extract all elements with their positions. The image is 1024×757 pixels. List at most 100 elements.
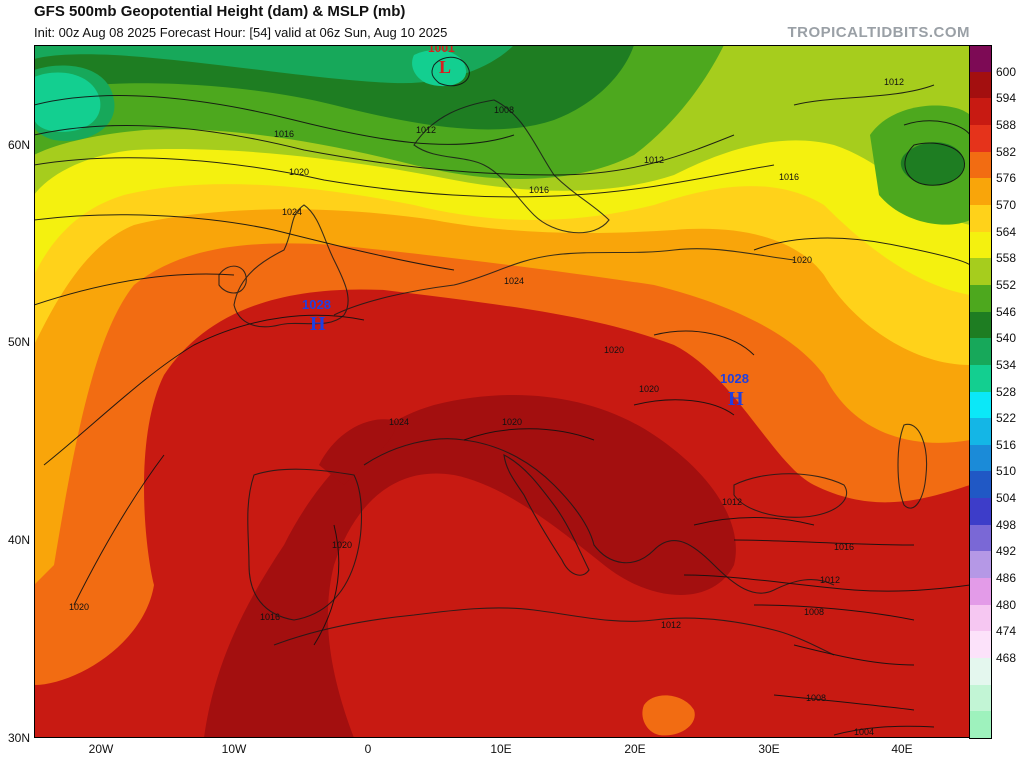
colorbar-label: 528 bbox=[996, 384, 1017, 399]
colorbar-swatch bbox=[969, 231, 991, 259]
low-pressure-symbol: L bbox=[439, 57, 451, 77]
colorbar-swatch bbox=[969, 711, 991, 739]
isobar-label: 1020 bbox=[69, 602, 89, 612]
colorbar-swatch bbox=[969, 631, 991, 659]
colorbar-swatch bbox=[969, 338, 991, 366]
colorbar-label: 564 bbox=[996, 224, 1017, 239]
colorbar-swatch bbox=[969, 578, 991, 606]
colorbar-label: 588 bbox=[996, 117, 1017, 132]
isobar-label: 1024 bbox=[282, 207, 302, 217]
colorbar-swatch bbox=[969, 524, 991, 552]
colorbar-swatch bbox=[969, 124, 991, 153]
colorbar-label: 540 bbox=[996, 331, 1017, 346]
colorbar-swatch bbox=[969, 418, 991, 446]
weather-map: 1008 1012 1016 1020 1024 1020 1016 1012 … bbox=[34, 45, 970, 738]
site-watermark: TROPICALTIDBITS.COM bbox=[787, 24, 970, 41]
colorbar-swatch bbox=[969, 498, 991, 526]
lon-label-0: 0 bbox=[364, 742, 372, 756]
isobar-label: 1024 bbox=[504, 276, 524, 286]
lon-label-20w: 20W bbox=[88, 742, 114, 756]
lat-label-60n: 60N bbox=[7, 138, 30, 152]
isobar-label: 1012 bbox=[722, 497, 742, 507]
high-center-east: 1028 H bbox=[720, 371, 749, 410]
colorbar-label: 534 bbox=[996, 357, 1017, 372]
colorbar-swatch bbox=[969, 604, 991, 632]
lat-label-40n: 40N bbox=[7, 533, 30, 547]
isobar-label: 1020 bbox=[604, 345, 624, 355]
isobar-label: 1012 bbox=[820, 575, 840, 585]
height-band-546 bbox=[34, 45, 634, 130]
low-center: 1001 L bbox=[428, 45, 455, 77]
lon-label-10e: 10E bbox=[490, 742, 512, 756]
height-band-534 bbox=[34, 72, 101, 132]
high-pressure-value: 1028 bbox=[302, 297, 331, 312]
lon-label-10w: 10W bbox=[221, 742, 247, 756]
colorbar-frame bbox=[969, 45, 992, 739]
colorbar-label: 582 bbox=[996, 144, 1017, 159]
height-band-540 bbox=[34, 45, 514, 84]
colorbar-label: 600 bbox=[996, 64, 1017, 79]
isobar-label: 1020 bbox=[639, 384, 659, 394]
lon-label-30e: 30E bbox=[758, 742, 780, 756]
colorbar-swatch bbox=[969, 71, 991, 99]
isobar-label: 1016 bbox=[834, 542, 854, 552]
coastlines bbox=[218, 99, 928, 656]
colorbar-label: 546 bbox=[996, 304, 1017, 319]
isobar-label: 1008 bbox=[804, 607, 824, 617]
colorbar-swatch bbox=[969, 311, 991, 339]
isobar-label: 1016 bbox=[274, 129, 294, 139]
colorbar-swatch bbox=[969, 684, 991, 712]
colorbar-swatch bbox=[969, 258, 991, 286]
colorbar-swatch bbox=[969, 178, 991, 206]
height-band-594 bbox=[204, 395, 736, 738]
colorbar-label: 480 bbox=[996, 597, 1017, 612]
colorbar-swatch bbox=[969, 471, 991, 499]
isobar-label: 1020 bbox=[332, 540, 352, 550]
isobar-label: 1020 bbox=[289, 167, 309, 177]
isobar-labels: 1008 1012 1016 1020 1024 1020 1016 1012 … bbox=[69, 77, 904, 737]
colorbar-label: 516 bbox=[996, 437, 1017, 452]
colorbar-label: 594 bbox=[996, 91, 1017, 106]
colorbar-swatch bbox=[969, 151, 991, 179]
isobar-label: 1012 bbox=[884, 77, 904, 87]
colorbar-swatch bbox=[969, 364, 991, 392]
colorbar-label: 474 bbox=[996, 624, 1017, 639]
colorbar-label: 570 bbox=[996, 197, 1017, 212]
lon-label-40e: 40E bbox=[891, 742, 913, 756]
chart-subtitle: Init: 00z Aug 08 2025 Forecast Hour: [54… bbox=[34, 25, 448, 40]
isobar-label: 1020 bbox=[792, 255, 812, 265]
colorbar-label: 492 bbox=[996, 544, 1017, 559]
colorbar-label: 504 bbox=[996, 491, 1017, 506]
isobar-label: 1008 bbox=[806, 693, 826, 703]
chart-title: GFS 500mb Geopotential Height (dam) & MS… bbox=[34, 3, 406, 20]
colorbar-label: 576 bbox=[996, 171, 1017, 186]
isobar-label: 1012 bbox=[661, 620, 681, 630]
isobar-label: 1012 bbox=[644, 155, 664, 165]
colorbar-label: 510 bbox=[996, 464, 1017, 479]
colorbar-swatch bbox=[969, 45, 991, 73]
isobar-label: 1020 bbox=[502, 417, 522, 427]
isobar-label: 1016 bbox=[260, 612, 280, 622]
lon-label-20e: 20E bbox=[624, 742, 646, 756]
colorbar-swatch bbox=[969, 284, 991, 313]
high-pressure-value: 1028 bbox=[720, 371, 749, 386]
isobar-label: 1016 bbox=[529, 185, 549, 195]
low-pressure-value: 1001 bbox=[428, 45, 455, 55]
colorbar-label: 552 bbox=[996, 277, 1017, 292]
colorbar-label: 558 bbox=[996, 251, 1017, 266]
colorbar-label: 468 bbox=[996, 651, 1017, 666]
colorbar-swatch bbox=[969, 391, 991, 419]
colorbar-swatch bbox=[969, 98, 991, 126]
high-pressure-symbol: H bbox=[310, 313, 326, 335]
isobar-label: 1012 bbox=[416, 125, 436, 135]
isobars bbox=[34, 56, 970, 736]
high-pressure-symbol: H bbox=[728, 388, 744, 410]
colorbar-swatch bbox=[969, 658, 991, 686]
colorbar-swatch bbox=[969, 204, 991, 233]
colorbar-swatch bbox=[969, 444, 991, 472]
colorbar-label: 498 bbox=[996, 517, 1017, 532]
isobar-label: 1008 bbox=[494, 105, 514, 115]
high-center-west: 1028 H bbox=[302, 297, 331, 335]
lat-label-30n: 30N bbox=[7, 731, 30, 745]
colorbar-label: 486 bbox=[996, 571, 1017, 586]
